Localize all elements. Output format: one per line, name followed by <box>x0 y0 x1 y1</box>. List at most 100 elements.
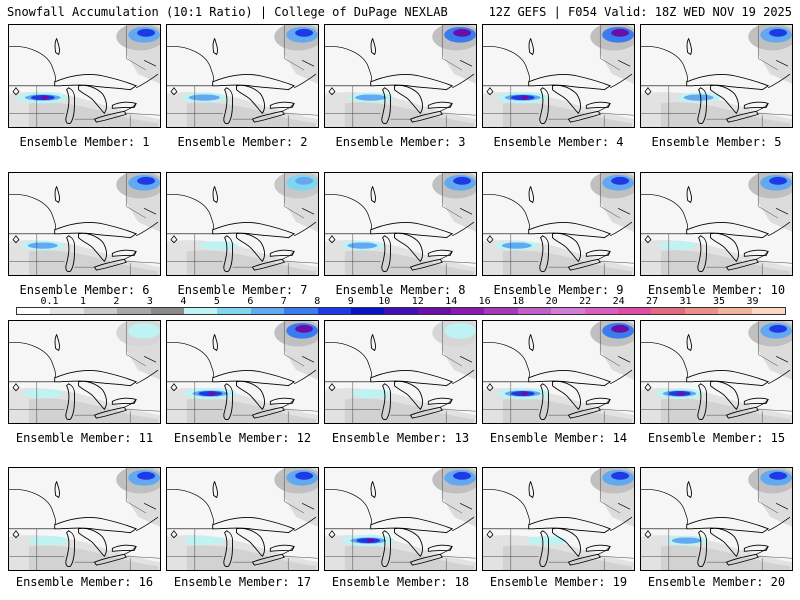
snowfall-map <box>167 173 318 275</box>
ensemble-member-map <box>482 172 635 276</box>
snowfall-map <box>641 25 792 127</box>
colorbar-swatch <box>284 308 318 314</box>
snowfall-map <box>9 468 160 570</box>
ensemble-member-label: Ensemble Member: 18 <box>331 575 470 589</box>
ensemble-member-map <box>324 24 477 128</box>
ensemble-member-map <box>482 467 635 571</box>
snowfall-map <box>325 25 476 127</box>
colorbar-swatch <box>618 308 652 314</box>
colorbar-swatch <box>17 308 51 314</box>
colorbar-label: 8 <box>314 296 321 307</box>
colorbar-label: 4 <box>180 296 187 307</box>
colorbar-swatch <box>150 308 184 314</box>
ensemble-member-label: Ensemble Member: 19 <box>489 575 628 589</box>
snowfall-map <box>9 321 160 423</box>
map-title: Snowfall Accumulation (10:1 Ratio) | Col… <box>7 5 448 19</box>
ensemble-member-label: Ensemble Member: 10 <box>647 283 786 297</box>
ensemble-member-map <box>8 172 161 276</box>
snowfall-map <box>483 173 634 275</box>
colorbar-swatch <box>350 308 385 314</box>
ensemble-member-map <box>482 320 635 424</box>
colorbar-label: 7 <box>280 296 287 307</box>
colorbar-label: 35 <box>713 296 726 307</box>
snowfall-map <box>483 321 634 423</box>
snowfall-map <box>167 25 318 127</box>
ensemble-member-label: Ensemble Member: 2 <box>177 135 308 149</box>
colorbar-swatch <box>317 308 351 314</box>
colorbar-swatch <box>250 308 285 314</box>
ensemble-member-map <box>482 24 635 128</box>
ensemble-member-label: Ensemble Member: 15 <box>647 431 786 445</box>
snowfall-map <box>167 321 318 423</box>
ensemble-member-label: Ensemble Member: 20 <box>647 575 786 589</box>
colorbar-swatch <box>651 308 685 314</box>
ensemble-member-label: Ensemble Member: 5 <box>651 135 782 149</box>
ensemble-member-label: Ensemble Member: 16 <box>15 575 154 589</box>
colorbar-label: 2 <box>113 296 120 307</box>
snowfall-map <box>9 173 160 275</box>
colorbar-swatch <box>517 308 552 314</box>
ensemble-member-map <box>640 467 793 571</box>
ensemble-member-map <box>8 467 161 571</box>
ensemble-member-label: Ensemble Member: 4 <box>493 135 624 149</box>
colorbar-swatch <box>484 308 518 314</box>
colorbar-label: 20 <box>545 296 558 307</box>
colorbar-swatch <box>417 308 452 314</box>
colorbar-swatch <box>451 308 485 314</box>
ensemble-member-map <box>8 24 161 128</box>
colorbar-swatch <box>584 308 619 314</box>
ensemble-member-label: Ensemble Member: 6 <box>19 283 150 297</box>
ensemble-member-map <box>166 24 319 128</box>
model-run-info: 12Z GEFS | F054 Valid: 18Z WED NOV 19 20… <box>488 5 792 19</box>
ensemble-member-map <box>640 24 793 128</box>
ensemble-member-map <box>166 320 319 424</box>
ensemble-member-map <box>324 467 477 571</box>
ensemble-member-label: Ensemble Member: 8 <box>335 283 466 297</box>
colorbar-label: 16 <box>478 296 491 307</box>
colorbar-swatches <box>16 307 786 315</box>
colorbar-swatch <box>183 308 218 314</box>
ensemble-member-map <box>166 467 319 571</box>
colorbar-swatch <box>684 308 719 314</box>
colorbar-swatch <box>117 308 151 314</box>
ensemble-member-label: Ensemble Member: 7 <box>177 283 308 297</box>
colorbar-label: 0.1 <box>40 296 59 307</box>
colorbar-label: 39 <box>746 296 759 307</box>
ensemble-member-label: Ensemble Member: 3 <box>335 135 466 149</box>
colorbar-swatch <box>751 308 785 314</box>
colorbar-swatch <box>83 308 118 314</box>
snowfall-map <box>483 468 634 570</box>
colorbar-label: 14 <box>445 296 458 307</box>
ensemble-member-label: Ensemble Member: 11 <box>15 431 154 445</box>
colorbar-label: 22 <box>579 296 592 307</box>
colorbar-swatch <box>718 308 752 314</box>
snowfall-map <box>641 173 792 275</box>
snowfall-map <box>325 173 476 275</box>
snowfall-map <box>167 468 318 570</box>
ensemble-member-map <box>8 320 161 424</box>
colorbar-swatch <box>217 308 251 314</box>
colorbar-label: 12 <box>411 296 424 307</box>
colorbar-labels: 0.1 1 2 3 4 5 6 7 8 9 10 12 14 16 18 20 22 24 27 31 35 39 <box>16 296 786 307</box>
colorbar-swatch <box>50 308 84 314</box>
ensemble-member-map <box>324 172 477 276</box>
ensemble-member-map <box>640 320 793 424</box>
snowfall-map <box>641 321 792 423</box>
ensemble-member-label: Ensemble Member: 1 <box>19 135 150 149</box>
ensemble-member-map <box>324 320 477 424</box>
colorbar-label: 31 <box>679 296 692 307</box>
snowfall-map <box>483 25 634 127</box>
ensemble-member-label: Ensemble Member: 12 <box>173 431 312 445</box>
colorbar-label: 10 <box>378 296 391 307</box>
ensemble-member-map <box>640 172 793 276</box>
ensemble-member-label: Ensemble Member: 17 <box>173 575 312 589</box>
snowfall-map <box>9 25 160 127</box>
colorbar-label: 1 <box>79 296 86 307</box>
colorbar-label: 18 <box>512 296 525 307</box>
snowfall-map <box>325 468 476 570</box>
snowfall-map <box>641 468 792 570</box>
ensemble-member-label: Ensemble Member: 9 <box>493 283 624 297</box>
colorbar-swatch <box>551 308 585 314</box>
colorbar-label: 27 <box>646 296 659 307</box>
ensemble-member-map <box>166 172 319 276</box>
